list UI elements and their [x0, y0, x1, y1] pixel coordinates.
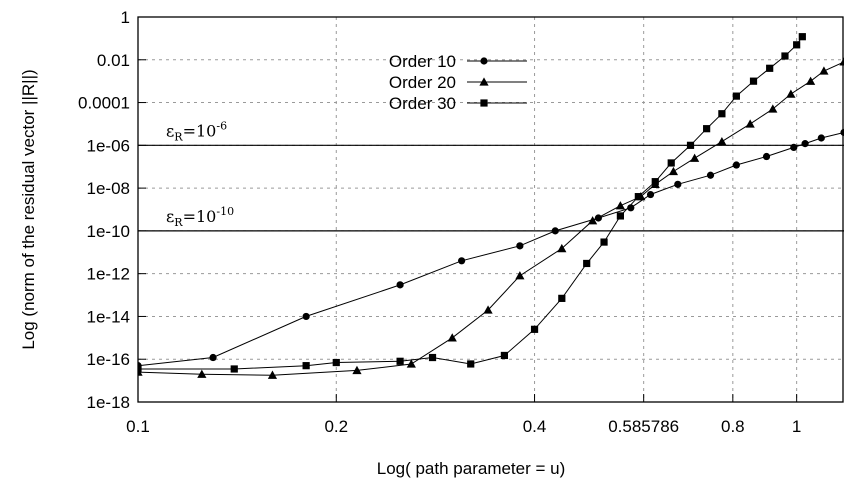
data-point — [600, 238, 608, 246]
data-point — [732, 161, 740, 169]
data-point — [551, 227, 559, 235]
data-point — [651, 178, 659, 186]
data-point — [483, 305, 493, 314]
data-point — [667, 159, 675, 167]
data-point — [615, 201, 625, 210]
x-tick-label: 0.1 — [126, 417, 150, 436]
threshold-label: εR=10-10 — [166, 205, 234, 229]
data-point — [209, 353, 217, 362]
series-order-20 — [138, 57, 844, 379]
legend-label: Order 10 — [389, 52, 456, 71]
y-tick-label: 1e-12 — [87, 265, 130, 284]
data-point — [793, 41, 801, 49]
data-point — [717, 136, 727, 146]
series-order-10 — [138, 128, 844, 370]
data-point — [786, 89, 796, 98]
data-point — [768, 104, 778, 113]
x-tick-label: 0.585786 — [608, 417, 679, 436]
axis-ticks: 1e-18 1e-16 1e-14 1e-12 1e-10 1e-08 1e-06 0.000… — [78, 8, 801, 436]
y-tick-label: 1e-08 — [87, 179, 130, 198]
data-point — [801, 140, 809, 148]
data-point — [703, 125, 711, 133]
x-tick-label: 0.4 — [523, 417, 547, 436]
y-tick-label: 1e-06 — [87, 136, 130, 155]
data-point — [406, 359, 416, 368]
data-point — [798, 33, 806, 41]
data-point — [706, 171, 715, 179]
x-tick-label: 1 — [792, 417, 801, 436]
data-point — [732, 92, 740, 100]
x-tick-label: 0.8 — [721, 417, 745, 436]
series-line — [138, 61, 844, 376]
data-point — [588, 216, 598, 225]
data-point — [500, 351, 509, 360]
threshold-label: εR=10-6 — [166, 119, 227, 143]
data-point — [745, 119, 755, 128]
x-tick-label: 0.2 — [324, 417, 348, 436]
data-point — [352, 365, 362, 375]
legend-marker — [479, 77, 489, 86]
y-axis-label: Log (norm of the residual vector ||R||) — [19, 69, 38, 349]
y-tick-label: 1e-18 — [87, 393, 130, 412]
data-point — [690, 153, 700, 162]
data-point — [806, 76, 816, 85]
data-point — [515, 271, 525, 280]
data-point — [396, 281, 404, 289]
data-point — [230, 365, 238, 373]
data-point — [302, 312, 310, 321]
legend-marker — [480, 99, 488, 107]
data-point — [428, 353, 437, 362]
data-point — [332, 358, 340, 367]
data-point — [516, 242, 524, 250]
y-tick-label: 1e-14 — [87, 307, 130, 326]
data-point — [530, 325, 539, 333]
x-axis-label: Log( path parameter = u) — [377, 459, 566, 478]
data-point — [817, 134, 825, 142]
reference-lines: εR=10-6 εR=10-10 — [138, 119, 844, 232]
data-point — [583, 259, 591, 268]
data-point — [558, 294, 566, 302]
data-point — [819, 66, 829, 75]
legend-label: Order 30 — [389, 94, 456, 113]
data-point — [138, 365, 142, 373]
y-tick-label: 0.01 — [97, 51, 130, 70]
y-tick-label: 1e-16 — [87, 350, 130, 369]
series-layer — [138, 33, 844, 379]
data-point — [467, 360, 475, 368]
data-point — [197, 369, 207, 378]
data-point — [668, 166, 679, 176]
data-point — [447, 333, 457, 342]
data-point — [781, 52, 789, 60]
data-point — [646, 190, 655, 199]
data-point — [396, 357, 404, 365]
data-point — [790, 143, 798, 152]
y-tick-label: 1 — [121, 8, 130, 27]
data-point — [458, 257, 466, 265]
legend-label: Order 20 — [389, 73, 456, 92]
legend: Order 10 Order 20 Order 30 — [389, 52, 527, 113]
data-point — [674, 180, 682, 188]
series-line — [138, 36, 803, 370]
data-point — [616, 212, 624, 220]
data-point — [686, 141, 695, 149]
y-tick-label: 1e-10 — [87, 222, 130, 241]
data-point — [302, 362, 310, 370]
data-point — [766, 64, 774, 72]
plot-frame — [137, 16, 844, 403]
data-point — [762, 152, 771, 161]
data-point — [267, 370, 278, 379]
data-point — [749, 77, 758, 85]
data-point — [634, 193, 642, 201]
series-order-30 — [138, 33, 806, 373]
data-point — [557, 243, 567, 253]
y-tick-label: 0.0001 — [78, 94, 130, 113]
data-point — [718, 110, 726, 118]
legend-marker — [480, 57, 488, 65]
